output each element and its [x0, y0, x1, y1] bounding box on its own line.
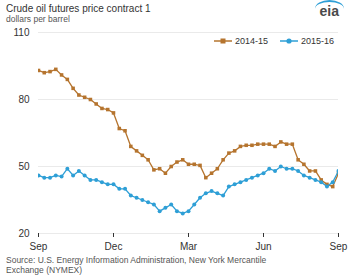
- html-text:Source: U.S. Energy Informatio: Source: U.S. Energy Information Administ…: [6, 255, 267, 275]
- svg-text:Dec: Dec: [105, 241, 123, 252]
- svg-text:110: 110: [14, 27, 30, 38]
- svg-text:Mar: Mar: [180, 241, 198, 252]
- html-text:2015-16: 2015-16: [301, 36, 334, 46]
- svg-text:50: 50: [18, 161, 30, 172]
- svg-text:Jun: Jun: [255, 241, 271, 252]
- svg-text:Sep: Sep: [330, 241, 348, 252]
- html-text:2014-15: 2014-15: [234, 36, 268, 46]
- svg-text:20: 20: [18, 228, 30, 239]
- svg-text:Sep: Sep: [30, 241, 48, 252]
- html-text:Crude oil futures price contra: Crude oil futures price contract 1: [6, 3, 151, 14]
- html-text:dollars per barrel: dollars per barrel: [6, 14, 70, 24]
- svg-text:80: 80: [18, 94, 30, 105]
- html-text:eia: eia: [319, 3, 339, 19]
